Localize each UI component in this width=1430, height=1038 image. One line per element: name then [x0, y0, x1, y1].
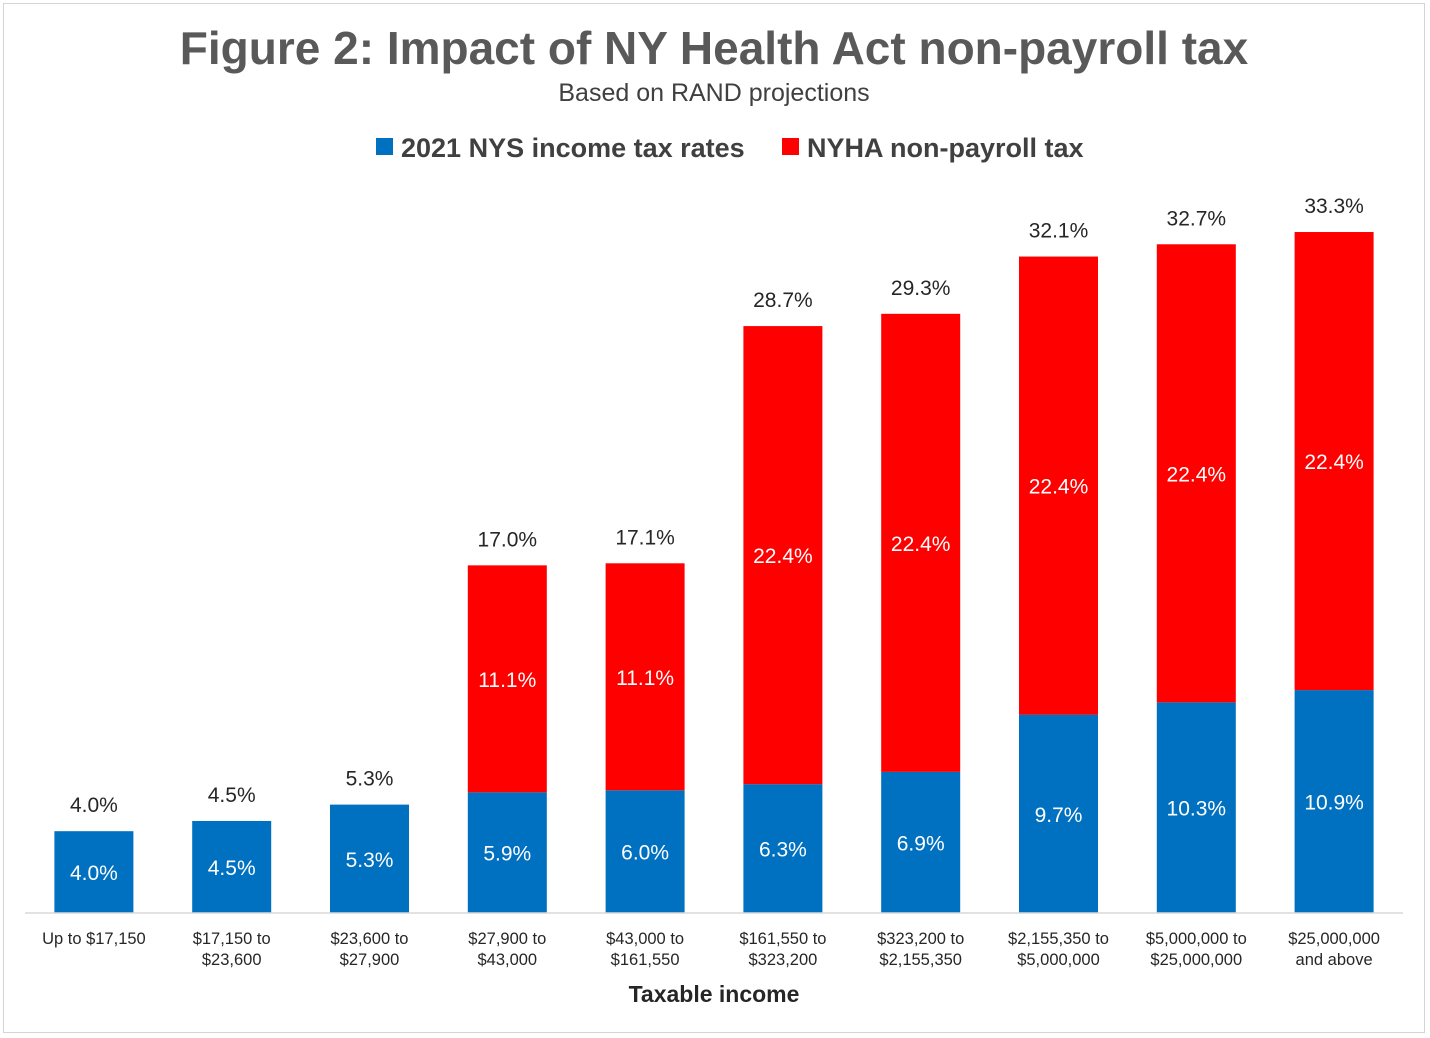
legend: 2021 NYS income tax rates NYHA non-payro…: [376, 133, 1084, 163]
category-label-3-1: $43,000: [477, 951, 537, 969]
category-label-2-0: $23,600 to: [331, 930, 409, 948]
bar-segment-nyha-3: [467, 565, 547, 793]
legend-label-nys: 2021 NYS income tax rates: [401, 133, 745, 163]
segment-label-nys-7: 9.7%: [1035, 804, 1083, 827]
category-label-0-0: Up to $17,150: [42, 930, 146, 948]
bar-segment-nyha-8: [1156, 244, 1236, 703]
segment-label-nys-1: 4.5%: [208, 857, 256, 880]
segment-label-nys-6: 6.9%: [897, 832, 945, 855]
segment-label-nys-0: 4.0%: [70, 862, 118, 885]
x-axis-title: Taxable income: [629, 981, 800, 1007]
total-label-1: 4.5%: [208, 784, 256, 807]
segment-label-nyha-8: 22.4%: [1167, 463, 1227, 486]
bar-segment-nyha-5: [743, 326, 823, 785]
bar-segment-nys-8: [1156, 702, 1236, 913]
bar-segment-nys-4: [605, 790, 685, 913]
bar-segment-nys-3: [467, 792, 547, 913]
category-label-4-1: $161,550: [611, 951, 680, 969]
bar-segment-nyha-7: [1019, 256, 1098, 715]
category-label-5-0: $161,550 to: [739, 930, 826, 948]
segment-label-nyha-9: 22.4%: [1304, 451, 1364, 474]
legend-swatch-nys: [376, 138, 393, 155]
category-label-6-0: $323,200 to: [877, 930, 964, 948]
segment-label-nys-5: 6.3%: [759, 839, 807, 862]
total-label-5: 28.7%: [753, 289, 813, 312]
bar-segment-nys-6: [881, 771, 961, 913]
chart-title: Figure 2: Impact of NY Health Act non-pa…: [180, 22, 1249, 74]
bar-segment-nys-9: [1294, 690, 1374, 913]
category-label-8-1: $25,000,000: [1150, 951, 1242, 969]
segment-label-nyha-6: 22.4%: [891, 533, 951, 556]
category-label-2-1: $27,900: [340, 951, 400, 969]
total-label-2: 5.3%: [346, 768, 394, 791]
total-label-8: 32.7%: [1167, 207, 1227, 230]
category-label-3-0: $27,900 to: [468, 930, 546, 948]
segment-label-nys-2: 5.3%: [346, 849, 394, 872]
total-label-7: 32.1%: [1029, 220, 1089, 243]
total-label-6: 29.3%: [891, 277, 951, 300]
segment-label-nyha-7: 22.4%: [1029, 476, 1089, 499]
category-labels: Up to $17,150 $17,150 to $23,600 $23,600 to…: [42, 930, 1380, 969]
bar-segment-nyha-4: [605, 563, 685, 791]
category-label-9-0: $25,000,000: [1288, 930, 1380, 948]
segment-label-nyha-5: 22.4%: [753, 545, 813, 568]
bar-segment-nys-2: [330, 804, 409, 913]
bars-group: 4.0% 4.0% 4.5% 4.5% 5.3% 5.3% 5.9% 11.1% 17.0% 6.…: [54, 195, 1374, 913]
category-label-1-0: $17,150 to: [193, 930, 271, 948]
bar-segment-nys-5: [743, 784, 823, 913]
total-label-0: 4.0%: [70, 794, 118, 817]
segment-label-nys-4: 6.0%: [621, 842, 669, 865]
bar-segment-nys-7: [1019, 714, 1098, 913]
category-label-6-1: $2,155,350: [879, 951, 962, 969]
category-label-7-0: $2,155,350 to: [1008, 930, 1109, 948]
bar-segment-nyha-6: [881, 313, 961, 772]
category-label-9-1: and above: [1296, 951, 1373, 969]
category-label-7-1: $5,000,000: [1017, 951, 1100, 969]
bar-segment-nyha-9: [1294, 232, 1374, 691]
segment-label-nys-8: 10.3%: [1167, 798, 1227, 821]
legend-label-nyha: NYHA non-payroll tax: [807, 133, 1084, 163]
total-label-9: 33.3%: [1304, 195, 1364, 218]
chart-subtitle: Based on RAND projections: [558, 79, 869, 107]
segment-label-nyha-3: 11.1%: [478, 669, 536, 692]
bar-segment-nys-1: [192, 820, 272, 913]
bar-segment-nys-0: [54, 831, 134, 913]
category-label-4-0: $43,000 to: [606, 930, 684, 948]
segment-label-nyha-4: 11.1%: [616, 667, 674, 690]
category-label-5-1: $323,200: [748, 951, 817, 969]
segment-label-nys-3: 5.9%: [483, 843, 531, 866]
total-label-3: 17.0%: [478, 528, 538, 551]
category-label-8-0: $5,000,000 to: [1146, 930, 1247, 948]
category-label-1-1: $23,600: [202, 951, 262, 969]
total-label-4: 17.1%: [615, 526, 675, 549]
segment-label-nys-9: 10.9%: [1304, 792, 1364, 815]
legend-swatch-nyha: [782, 138, 799, 155]
